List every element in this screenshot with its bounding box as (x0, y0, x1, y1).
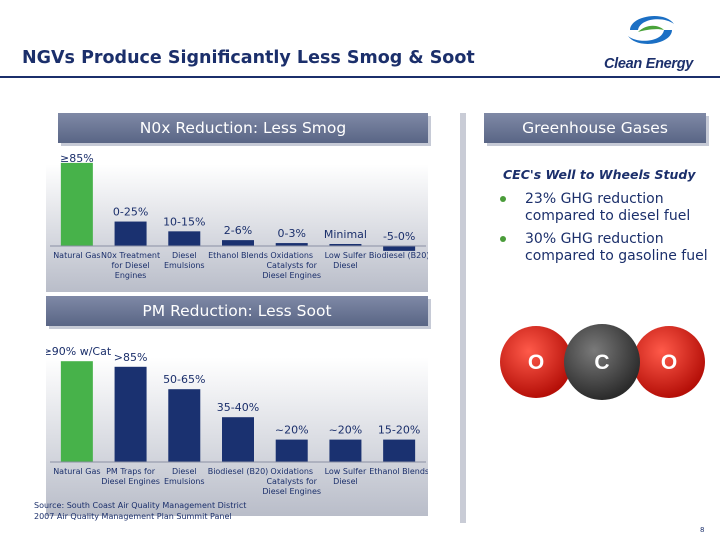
data-label: 0-25% (113, 206, 148, 219)
nox-chart: ≥85% Natural Gas 0-25% N0x Treatment for Die… (46, 150, 428, 292)
title-bar: NGVs Produce Significantly Less Smog & S… (0, 0, 720, 80)
bar (275, 243, 308, 246)
ghg-bullet: 30% GHG reduction compared to gasoline f… (500, 231, 715, 265)
bar (60, 162, 93, 246)
bar (168, 389, 201, 462)
study-title: CEC's Well to Wheels Study (503, 167, 696, 182)
page-number: 8 (700, 526, 705, 534)
bar (222, 417, 254, 462)
bar (383, 439, 416, 462)
bar (60, 361, 93, 462)
bar (383, 246, 416, 251)
data-label: -5-0% (383, 230, 415, 243)
category-label: Ethanol Blends (369, 467, 428, 476)
bar (168, 231, 201, 246)
category-label: Biodiesel (B20) (369, 251, 428, 260)
page-title: NGVs Produce Significantly Less Smog & S… (22, 48, 475, 68)
bar (329, 439, 362, 462)
category-label: Biodiesel (B20) (208, 467, 269, 476)
source-line: 2007 Air Quality Management Plan Summit … (34, 512, 232, 521)
data-label: 35-40% (217, 401, 259, 414)
data-label: 2-6% (224, 224, 252, 237)
category-label: Diesel Emulsions (164, 467, 205, 486)
co2-molecule-icon: O C O (500, 324, 705, 400)
oxygen-atom-left (500, 326, 572, 398)
data-label: Minimal (324, 228, 367, 241)
clean-energy-logo: Clean Energy (604, 12, 710, 72)
data-label: >85% (114, 351, 148, 364)
category-label: Oxidations Catalysts for Diesel Engines (262, 467, 321, 496)
category-label: Oxidations Catalysts for Diesel Engines (262, 251, 321, 280)
pm-banner: PM Reduction: Less Soot (46, 296, 428, 326)
ghg-bullet-list: 23% GHG reduction compared to diesel fue… (500, 191, 715, 271)
bar (275, 439, 308, 462)
bar (222, 240, 254, 246)
logo-mark-icon (628, 16, 674, 44)
carbon-atom (564, 324, 640, 400)
section-divider (460, 113, 466, 523)
pm-chart-svg: ≥90% w/Cat Natural Gas >85% PM Traps for Die… (46, 345, 428, 496)
category-label: Natural Gas (53, 467, 100, 476)
ghg-bullet: 23% GHG reduction compared to diesel fue… (500, 191, 715, 225)
title-rule (0, 76, 720, 78)
data-label: 15-20% (378, 424, 420, 437)
ghg-bullet-text: 23% GHG reduction compared to diesel fue… (525, 191, 691, 224)
data-label: ≥85% (60, 152, 94, 165)
data-label: ~20% (275, 424, 309, 437)
data-label: 50-65% (163, 373, 205, 386)
oxygen-atom-right (633, 326, 705, 398)
carbon-label: C (594, 351, 609, 374)
data-label: ≥90% w/Cat (46, 345, 112, 358)
category-label: Natural Gas (53, 251, 100, 260)
bullet-dot-icon (500, 196, 506, 202)
data-label: 0-3% (278, 227, 306, 240)
pm-chart: ≥90% w/Cat Natural Gas >85% PM Traps for Die… (46, 340, 428, 516)
bar (114, 221, 147, 246)
category-label: Low Sulfer Diesel (325, 467, 367, 486)
data-label: ~20% (329, 424, 363, 437)
ghg-banner: Greenhouse Gases (484, 113, 706, 143)
source-line: Source: South Coast Air Quality Manageme… (34, 501, 247, 510)
nox-chart-svg: ≥85% Natural Gas 0-25% N0x Treatment for Die… (50, 152, 428, 280)
nox-banner: N0x Reduction: Less Smog (58, 113, 428, 143)
category-label: Diesel Emulsions (164, 251, 205, 270)
category-label: Ethanol Blends (208, 251, 268, 260)
ghg-bullet-text: 30% GHG reduction compared to gasoline f… (525, 231, 708, 264)
source-note: Source: South Coast Air Quality Manageme… (34, 500, 246, 522)
bar (329, 244, 362, 246)
oxygen-label: O (528, 351, 544, 374)
data-label: 10-15% (163, 215, 205, 228)
bullet-dot-icon (500, 236, 506, 242)
logo-text: Clean Energy (604, 56, 694, 72)
bar (114, 366, 147, 462)
category-label: N0x Treatment for Diesel Engines (101, 251, 160, 280)
oxygen-label: O (661, 351, 677, 374)
category-label: Low Sulfer Diesel (325, 251, 367, 270)
category-label: PM Traps for Diesel Engines (101, 467, 160, 486)
